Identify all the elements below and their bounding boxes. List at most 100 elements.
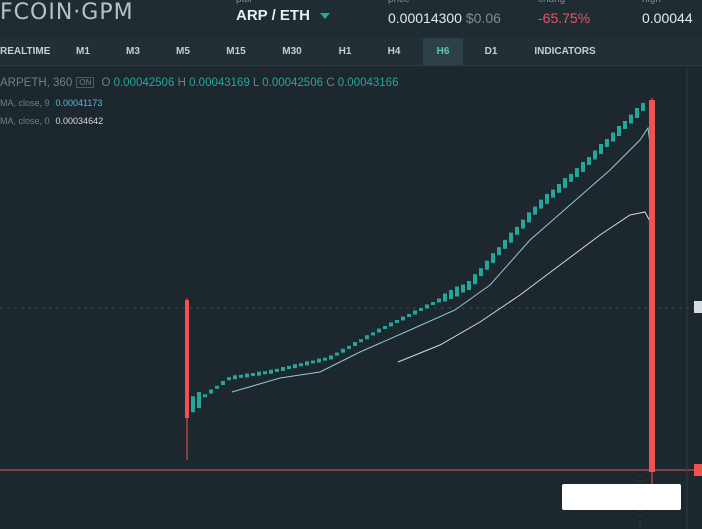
tab-d1[interactable]: D1 <box>484 46 498 57</box>
candle <box>191 396 195 413</box>
candle <box>413 310 417 315</box>
candle <box>587 157 591 165</box>
ma-slow-value: 0.00034642 <box>55 116 104 126</box>
candle <box>239 374 243 378</box>
candle <box>353 342 357 346</box>
tab-m5[interactable]: M5 <box>176 46 190 57</box>
price-eth: 0.00014300 <box>388 10 462 26</box>
candle <box>569 173 573 182</box>
candle <box>617 126 621 136</box>
ma-fast-value: 0.00041173 <box>55 98 103 108</box>
price-chart-area[interactable] <box>0 66 702 529</box>
legend-symbol: ARPETH, 360 <box>0 77 73 89</box>
candle <box>269 369 273 374</box>
open-label: O <box>101 77 111 89</box>
candle <box>221 380 225 385</box>
open-value: 0.00042506 <box>113 77 175 89</box>
pair-selector[interactable]: ARP / ETH <box>236 7 330 24</box>
candle <box>329 355 333 360</box>
candle <box>557 183 561 193</box>
price-label: price <box>388 0 410 5</box>
candle <box>611 132 615 142</box>
candle <box>281 366 285 371</box>
candle <box>473 274 477 285</box>
candle <box>521 219 525 229</box>
candle <box>305 361 309 366</box>
ma-fast-label: MA, close, 9 <box>0 98 50 108</box>
candle <box>605 139 609 147</box>
tab-m3[interactable]: M3 <box>126 46 140 57</box>
candle <box>227 377 231 381</box>
fcoin-logo: FCOIN·GPM <box>0 0 134 25</box>
price-value: 0.00014300 $0.06 <box>388 10 501 26</box>
candle <box>341 348 345 353</box>
candle <box>287 366 291 370</box>
candle <box>593 150 597 160</box>
legend-box[interactable]: ON <box>76 77 95 89</box>
candle <box>437 298 441 303</box>
candle <box>245 373 249 378</box>
tab-m15[interactable]: M15 <box>226 46 246 57</box>
candle <box>389 322 393 327</box>
candle <box>485 260 489 270</box>
tab-realtime[interactable]: REALTIME <box>0 46 51 57</box>
ma-slow-line <box>397 211 653 363</box>
candle <box>449 290 453 299</box>
candle <box>461 284 465 293</box>
tab-h4[interactable]: H4 <box>387 46 401 57</box>
candle <box>515 226 519 235</box>
candle <box>323 357 327 361</box>
chart-grid <box>0 66 702 529</box>
candle <box>407 314 411 317</box>
candle <box>311 360 315 364</box>
candle <box>431 302 435 305</box>
last-red-candle <box>649 98 655 490</box>
candle <box>335 352 339 356</box>
candle <box>563 178 567 189</box>
candle <box>443 293 447 302</box>
candle <box>503 239 507 249</box>
candle <box>317 358 321 363</box>
candle <box>251 373 255 377</box>
close-value: 0.00043166 <box>337 77 399 89</box>
tab-m1[interactable]: M1 <box>76 46 90 57</box>
candle <box>263 371 267 375</box>
candle <box>479 268 483 277</box>
low-label: L <box>253 77 260 89</box>
candle <box>299 363 303 367</box>
timeframe-tabs: REALTIME M1 M3 M5 M15 M30 H1 H4 H6 D1 IN… <box>0 38 702 66</box>
candle <box>395 320 399 323</box>
axis-tag-mid <box>694 301 702 313</box>
candle <box>533 206 537 215</box>
candle <box>257 371 261 376</box>
pair-value: ARP / ETH <box>236 7 310 24</box>
pair-label: pair <box>236 0 253 5</box>
tab-h1[interactable]: H1 <box>338 46 352 57</box>
candle <box>509 232 513 243</box>
high-label-legend: H <box>177 77 186 89</box>
candles-group <box>191 103 645 413</box>
first-red-candle <box>185 298 189 460</box>
candle <box>233 375 237 380</box>
candle <box>203 394 207 398</box>
tab-indicators[interactable]: INDICATORS <box>534 46 596 57</box>
tab-m30[interactable]: M30 <box>282 46 302 57</box>
candle <box>539 199 543 209</box>
top-header: FCOIN·GPM pair ARP / ETH price 0.0001430… <box>0 0 702 38</box>
ma-slow-legend: MA, close, 0 0.00034642 <box>0 116 103 126</box>
high-value-legend: 0.00043169 <box>189 77 250 89</box>
ma-fast-legend: MA, close, 9 0.00041173 <box>0 98 102 108</box>
candle <box>347 345 351 349</box>
candle <box>419 308 423 311</box>
candle <box>491 253 495 264</box>
change-label: chang <box>538 0 565 5</box>
high-label: high <box>642 0 661 5</box>
tab-h6[interactable]: H6 <box>423 38 463 65</box>
candle <box>293 364 297 369</box>
candle <box>371 332 375 336</box>
candle <box>365 335 369 340</box>
candle <box>197 392 201 409</box>
candle <box>575 168 579 178</box>
candle <box>545 193 549 204</box>
